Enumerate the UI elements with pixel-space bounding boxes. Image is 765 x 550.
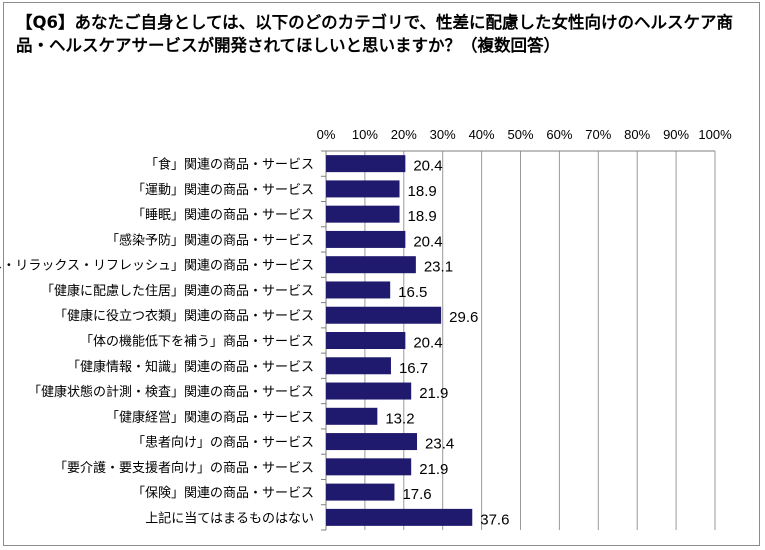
- category-label: 「健康状態の計測・検査」関連の商品・サービス: [28, 384, 314, 400]
- category-label: 「保険」関連の商品・サービス: [132, 486, 314, 501]
- category-label: 「食」関連の商品・サービス: [145, 157, 314, 173]
- bar: [326, 306, 442, 324]
- bar: [326, 483, 395, 501]
- bar: [326, 256, 416, 274]
- category-label: 「睡眠」関連の商品・サービス: [132, 208, 314, 223]
- chart-frame: 【Q6】あなたご自身としては、以下のどのカテゴリで、性差に配慮した女性向けのヘル…: [3, 2, 760, 546]
- x-tick-label: 80%: [624, 127, 650, 142]
- bar: [326, 230, 406, 248]
- category-label: 「健康経営」関連の商品・サービス: [106, 409, 314, 425]
- x-tick-label: 40%: [469, 127, 495, 142]
- x-tick-label: 10%: [352, 127, 378, 142]
- category-label: 「感染予防」関連の商品・サービス: [106, 232, 314, 248]
- x-tick-label: 60%: [546, 127, 572, 142]
- value-label: 16.7: [399, 360, 428, 377]
- value-label: 29.6: [449, 309, 478, 326]
- value-label: 23.4: [425, 436, 454, 453]
- bar: [326, 508, 473, 526]
- bar: [326, 458, 412, 476]
- value-label: 23.1: [424, 259, 453, 276]
- value-label: 16.5: [398, 284, 427, 301]
- value-label: 21.9: [419, 461, 448, 478]
- bar: [326, 332, 406, 349]
- x-tick-label: 90%: [663, 127, 689, 142]
- chart-title: 【Q6】あなたご自身としては、以下のどのカテゴリで、性差に配慮した女性向けのヘル…: [16, 13, 734, 55]
- category-label: 「患者向け」の商品・サービス: [132, 435, 314, 451]
- x-tick-label: 30%: [430, 127, 456, 142]
- value-label: 18.9: [408, 183, 437, 200]
- x-tick-label: 0%: [317, 127, 336, 142]
- category-label: 「健康に役立つ衣類」関連の商品・サービス: [54, 308, 314, 324]
- bar: [326, 407, 378, 425]
- value-label: 37.6: [480, 511, 509, 528]
- bar: [326, 155, 406, 173]
- category-label: 「健康情報・知識」関連の商品・サービス: [67, 359, 314, 375]
- value-label: 18.9: [408, 208, 437, 225]
- category-label: 「要介護・要支援者向け」の商品・サービス: [54, 460, 314, 476]
- category-label: 「運動」関連の商品・サービス: [132, 183, 314, 198]
- value-label: 21.9: [419, 385, 448, 402]
- bar: [326, 382, 412, 400]
- x-tick-label: 100%: [698, 127, 732, 142]
- value-label: 20.4: [413, 233, 442, 250]
- bar: [326, 205, 400, 223]
- bar: [326, 433, 418, 451]
- category-label: 「癒し・リラックス・リフレッシュ」関連の商品・サービス: [0, 258, 314, 274]
- bar: [326, 357, 391, 375]
- x-tick-label: 20%: [391, 127, 417, 142]
- value-label: 20.4: [413, 158, 442, 175]
- x-tick-label: 70%: [585, 127, 611, 142]
- bar: [326, 281, 391, 299]
- value-label: 13.2: [385, 410, 414, 427]
- bar: [326, 180, 400, 198]
- x-tick-label: 50%: [507, 127, 533, 142]
- category-label: 上記に当てはまるものはない: [145, 510, 314, 526]
- value-label: 17.6: [402, 486, 431, 503]
- value-label: 20.4: [413, 335, 442, 352]
- category-label: 「健康に配慮した住居」関連の商品・サービス: [41, 283, 314, 299]
- category-label: 「体の機能低下を補う」商品・サービス: [80, 335, 314, 350]
